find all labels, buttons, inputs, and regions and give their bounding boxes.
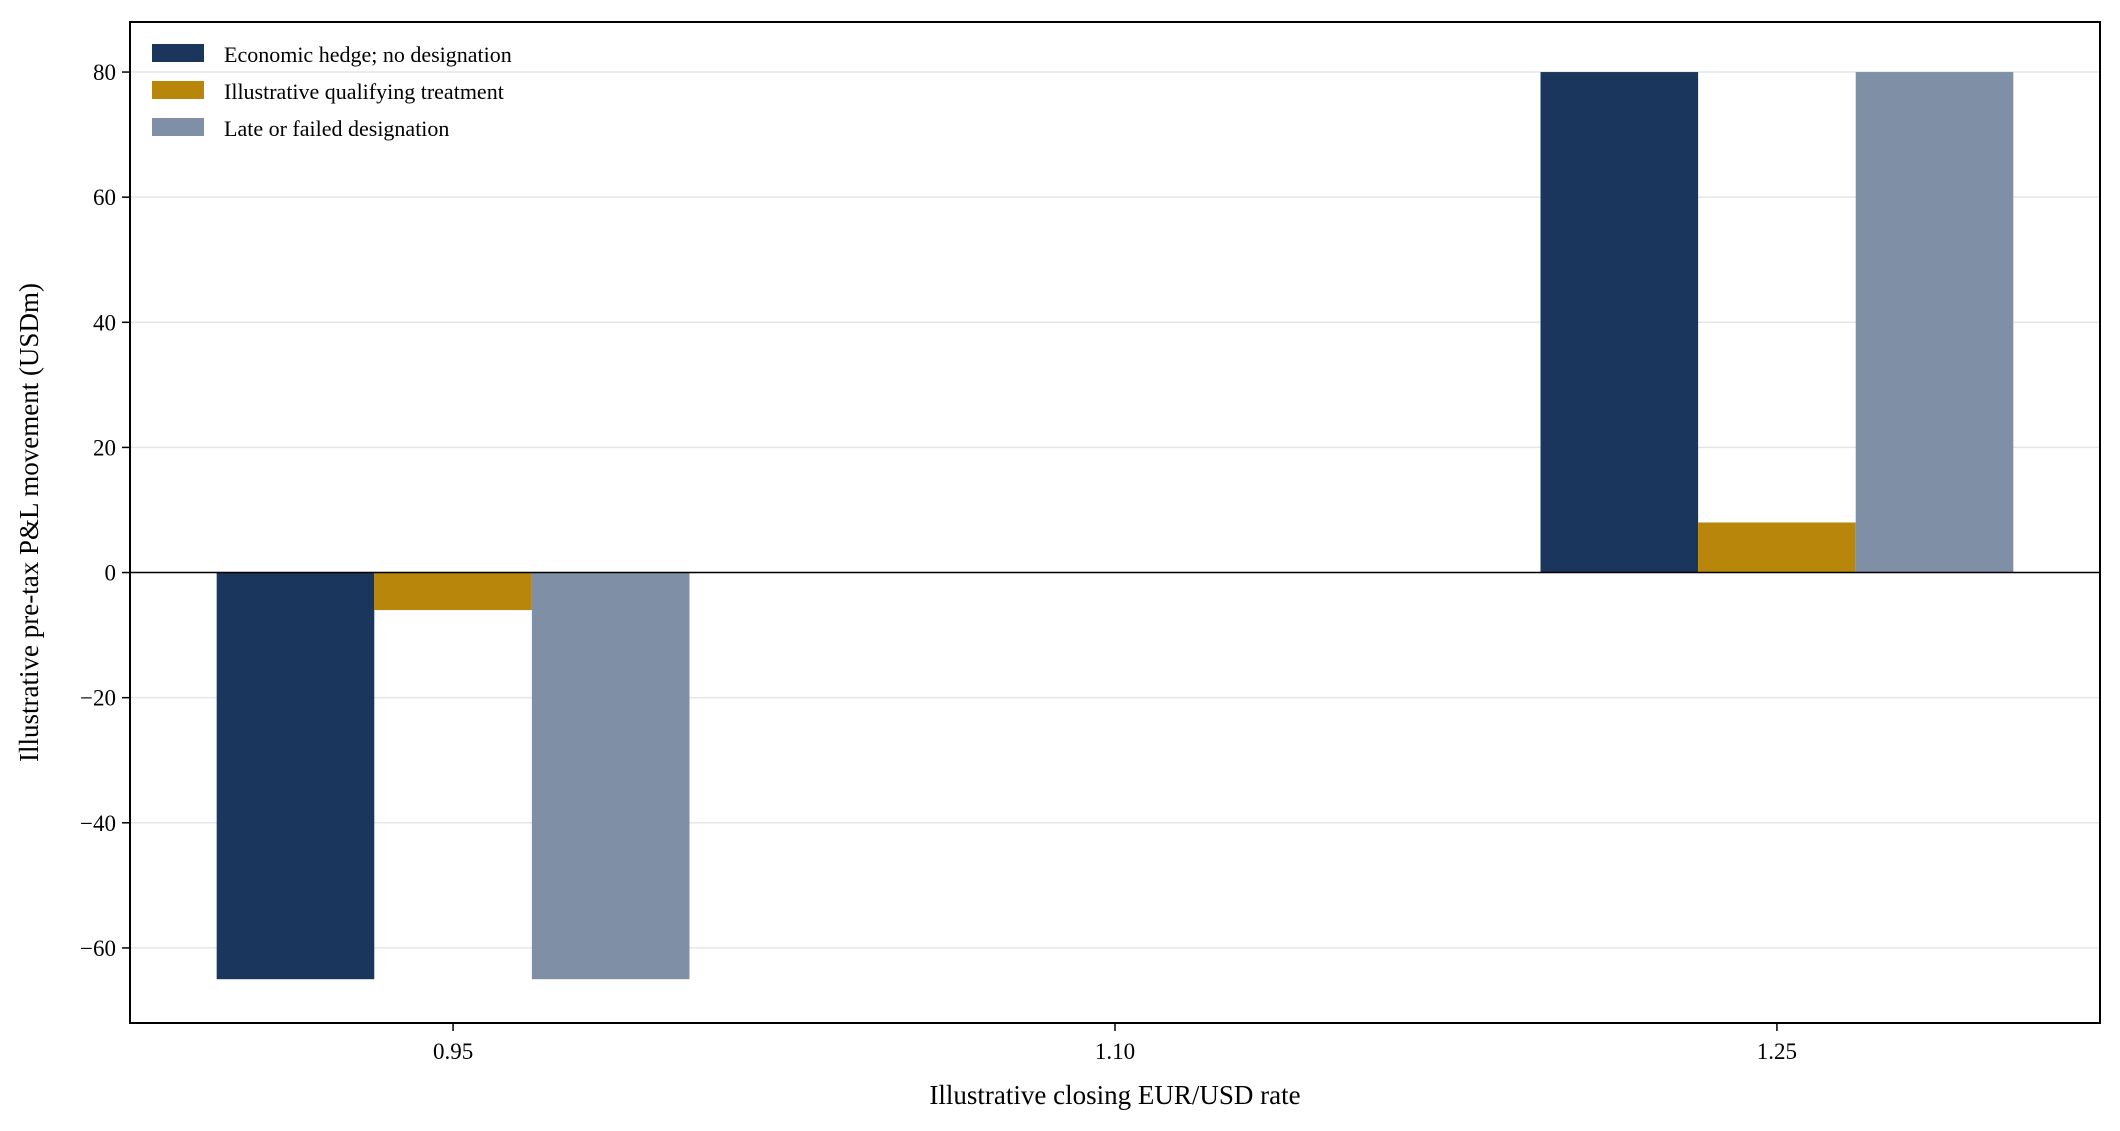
- y-tick-label: −40: [80, 811, 116, 836]
- legend-label: Economic hedge; no designation: [224, 42, 512, 67]
- legend: Economic hedge; no designation Illustrati…: [152, 42, 512, 141]
- bar: [216, 572, 375, 980]
- y-tick-label: 40: [93, 310, 116, 335]
- legend-swatch: [152, 44, 204, 62]
- x-tick-label: 1.10: [1095, 1039, 1135, 1064]
- bar: [1698, 522, 1856, 573]
- bars: [216, 72, 2014, 980]
- legend-label: Late or failed designation: [224, 116, 449, 141]
- y-tick-label: −60: [80, 936, 116, 961]
- x-axis-ticks: 0.95 1.10 1.25: [433, 1023, 1797, 1064]
- y-axis-label: Illustrative pre-tax P&L movement (USDm): [14, 283, 44, 762]
- y-tick-label: 80: [93, 60, 116, 85]
- y-axis-ticks: −60 −40 −20 0 20 40 60 80: [80, 60, 130, 961]
- legend-label: Illustrative qualifying treatment: [224, 79, 504, 104]
- x-tick-label: 1.25: [1757, 1039, 1797, 1064]
- bar: [1540, 72, 1699, 573]
- x-axis-label: Illustrative closing EUR/USD rate: [929, 1080, 1300, 1110]
- x-tick-label: 0.95: [433, 1039, 473, 1064]
- legend-swatch: [152, 118, 204, 136]
- bar: [374, 572, 532, 611]
- legend-swatch: [152, 81, 204, 99]
- y-tick-label: −20: [80, 686, 116, 711]
- y-tick-label: 60: [93, 185, 116, 210]
- bar: [531, 572, 690, 980]
- y-tick-label: 20: [93, 435, 116, 460]
- bar: [1855, 72, 2014, 573]
- y-tick-label: 0: [105, 561, 117, 586]
